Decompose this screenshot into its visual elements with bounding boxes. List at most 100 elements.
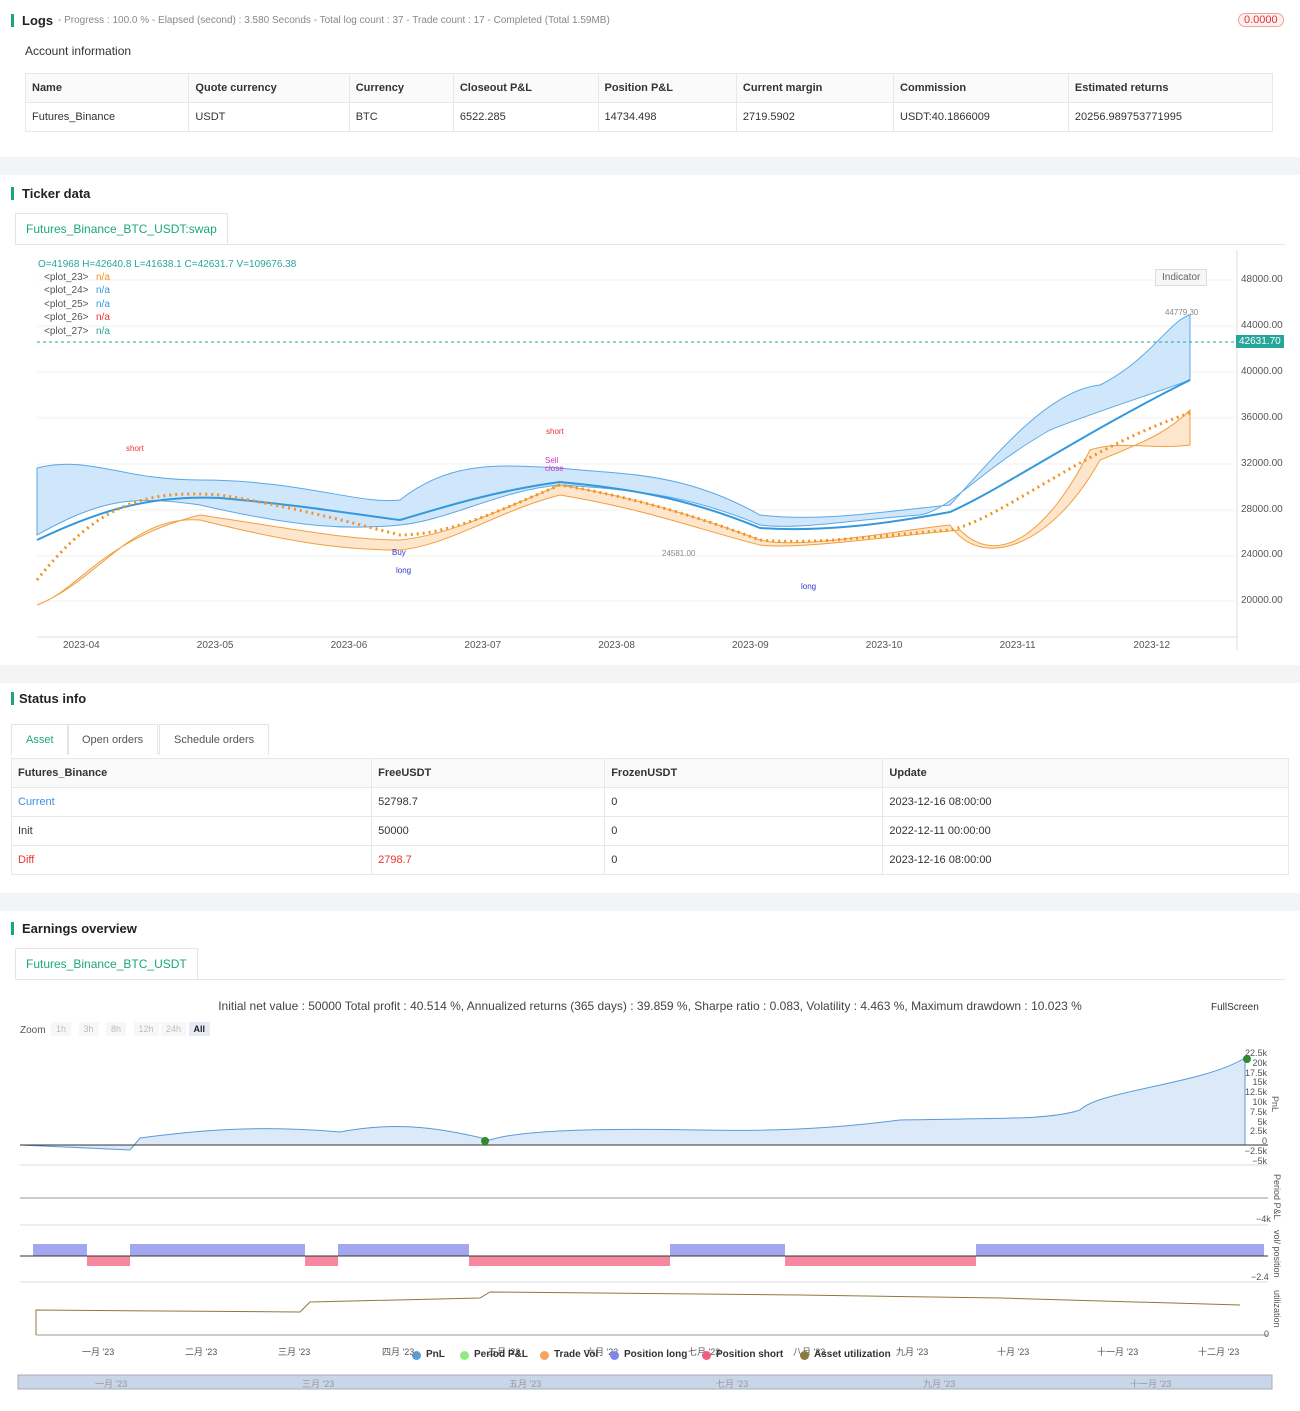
y-tick-label: 5k <box>1257 1116 1267 1127</box>
tab-line <box>15 244 1285 245</box>
badge: 0.0000 <box>1238 13 1284 27</box>
separator <box>0 893 1300 911</box>
cell: 50000 <box>371 816 606 846</box>
earnings-title: Earnings overview <box>22 921 137 936</box>
zoom-button[interactable]: 24h <box>161 1022 187 1036</box>
annotation: long <box>801 582 817 591</box>
cell: 2798.7 <box>371 845 606 875</box>
cell: Init <box>10 816 373 846</box>
tab[interactable]: Asset <box>11 724 69 755</box>
legend-item[interactable]: Period P&L <box>474 1349 528 1360</box>
row: Current 52798.7 0 2023-12-16 08:00:00 <box>10 787 1289 817</box>
plot-value: n/a <box>96 272 110 283</box>
plot-value: n/a <box>96 325 110 337</box>
high-label: 44779.30 <box>1165 308 1199 317</box>
plot-name: <plot_27> <box>44 325 89 337</box>
x-tick-label: 一月 '23 <box>82 1347 115 1357</box>
plot-name: <plot_25> <box>44 298 89 310</box>
navigator-label: 五月 '23 <box>509 1379 542 1389</box>
cell: Diff <box>10 845 373 875</box>
accent <box>11 922 14 935</box>
earnings-chart <box>17 1055 1273 1390</box>
annotation: close <box>545 464 564 473</box>
logs-title: Logs <box>22 13 54 28</box>
cell: 2719.5902 <box>735 102 895 132</box>
accent <box>11 692 14 705</box>
legend-swatch <box>702 1351 711 1360</box>
zoom-button[interactable]: 3h <box>78 1022 99 1036</box>
annotation: Buy <box>392 548 406 557</box>
plot-value: n/a <box>96 285 110 297</box>
cell: 2023-12-16 08:00:00 <box>882 787 1289 817</box>
navigator-label: 十一月 '23 <box>1130 1379 1172 1389</box>
header-cell: Estimated returns <box>1067 73 1274 103</box>
y-tick-label: 28000.00 <box>1241 503 1283 515</box>
plot-name: <plot_26> <box>44 312 89 324</box>
y-tick-label: 12.5k <box>1244 1087 1267 1098</box>
status-title: Status info <box>19 691 87 706</box>
legend-item[interactable]: PnL <box>426 1349 445 1360</box>
tab[interactable]: Schedule orders <box>159 724 270 755</box>
row: Futures_Binance USDT BTC 6522.285 14734.498 2… <box>24 102 1274 132</box>
x-tick-label: 2023-06 <box>330 640 368 651</box>
tab[interactable]: Open orders <box>67 724 159 755</box>
upper-band <box>36 314 1191 536</box>
cell: USDT:40.1866009 <box>893 102 1069 132</box>
legend-swatch <box>800 1351 809 1360</box>
zoom-button[interactable]: All <box>188 1022 211 1036</box>
fullscreen[interactable]: FullScreen <box>1211 1002 1259 1013</box>
y-tick-label: 17.5k <box>1244 1067 1267 1078</box>
accent <box>11 14 14 27</box>
x-tick-label: 2023-10 <box>865 640 903 651</box>
plot-name: <plot_24> <box>44 285 89 297</box>
cell: 0 <box>604 845 884 875</box>
account-table: Name Quote currency Currency Closeout P&L Po… <box>24 73 1274 132</box>
zoom-label: Zoom <box>20 1025 46 1036</box>
header-cell: Position P&L <box>597 73 737 103</box>
navigator-label: 七月 '23 <box>716 1379 749 1389</box>
x-tick-label: 2023-08 <box>598 640 635 651</box>
logs-summary: - Progress : 100.0 % - Elapsed (second) … <box>58 15 610 26</box>
x-tick-label: 五月 '23 <box>488 1347 521 1357</box>
header-cell: FreeUSDT <box>371 758 606 788</box>
legend-swatch <box>610 1351 619 1360</box>
summary: Initial net value : 50000 Total profit :… <box>218 999 1082 1013</box>
header-cell: Current margin <box>735 73 895 103</box>
navigator-label: 一月 '23 <box>95 1379 128 1389</box>
low-label: 24581.00 <box>662 549 696 558</box>
x-tick-label: 2023-12 <box>1133 640 1171 651</box>
cell: BTC <box>348 102 454 132</box>
x-tick-label: 2023-09 <box>732 640 769 651</box>
ticker-tab[interactable]: Futures_Binance_BTC_USDT:swap <box>15 213 228 244</box>
zoom-button[interactable]: 12h <box>133 1022 159 1036</box>
legend-item[interactable]: Position long <box>624 1349 688 1360</box>
axis-title: PnL <box>1270 1096 1280 1113</box>
axis-title: utilization <box>1272 1290 1282 1328</box>
legend-item[interactable]: Position short <box>716 1349 784 1360</box>
legend-swatch <box>540 1351 549 1360</box>
x-tick-label: 十二月 '23 <box>1198 1347 1240 1357</box>
navigator-label: 九月 '23 <box>923 1379 956 1389</box>
indicator-button[interactable]: Indicator <box>1155 269 1208 286</box>
header-cell: FrozenUSDT <box>604 758 884 788</box>
row: Diff 2798.7 0 2023-12-16 08:00:00 <box>10 845 1289 875</box>
earnings-tab[interactable]: Futures_Binance_BTC_USDT <box>15 948 198 979</box>
ticker-title: Ticker data <box>22 186 91 201</box>
accent <box>11 187 14 200</box>
header-row: Futures_Binance FreeUSDT FrozenUSDT Update <box>10 758 1289 788</box>
separator <box>0 157 1300 175</box>
y-tick-label: 24000.00 <box>1241 549 1283 561</box>
basis-line <box>36 379 1191 541</box>
zoom-button[interactable]: 1h <box>51 1022 72 1036</box>
last-price: 42631.70 <box>1236 335 1284 348</box>
zoom-button[interactable]: 8h <box>106 1022 127 1036</box>
plot-value: n/a <box>96 298 110 310</box>
y-tick-label: 44000.00 <box>1241 319 1283 331</box>
legend-item[interactable]: Asset utilization <box>814 1349 891 1360</box>
legend-item[interactable]: Trade Vol <box>554 1349 599 1360</box>
cell: 0 <box>604 787 884 817</box>
y-tick-label: 10k <box>1252 1097 1267 1107</box>
axis-title: vol/ position <box>1272 1230 1282 1278</box>
plot-value: n/a <box>96 312 110 324</box>
